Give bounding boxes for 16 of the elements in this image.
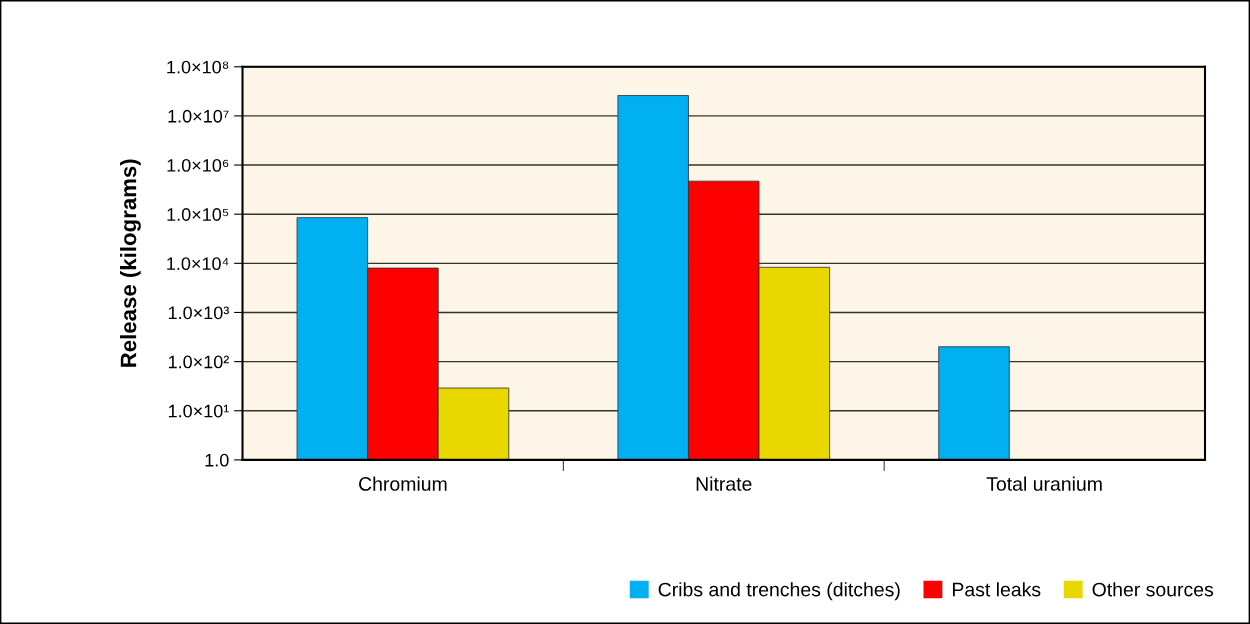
y-tick-label: 1.0×10⁶ <box>167 158 229 172</box>
y-tick-label: 1.0×10⁵ <box>167 208 229 221</box>
x-tick-label: Chromium <box>359 476 447 491</box>
x-tick-label: Nitrate <box>696 476 752 491</box>
y-tick-label: 1.0×10² <box>168 355 229 369</box>
y-tick-label: 1.0 <box>205 453 229 467</box>
x-tick-label: Total uranium <box>986 476 1102 491</box>
legend-label: Cribs and trenches (ditches) <box>658 582 900 601</box>
legend-label: Past leaks <box>952 582 1041 597</box>
y-axis-title: Release (kilograms) <box>120 159 141 367</box>
y-tick-label: 1.0×10³ <box>168 306 229 320</box>
legend-label: Other sources <box>1092 582 1214 597</box>
y-tick-label: 1.0×10⁷ <box>168 109 229 123</box>
y-tick-label: 1.0×10¹ <box>168 404 229 418</box>
y-tick-label: 1.0×10⁴ <box>167 257 229 271</box>
y-tick-label: 1.0×10⁸ <box>167 60 229 74</box>
